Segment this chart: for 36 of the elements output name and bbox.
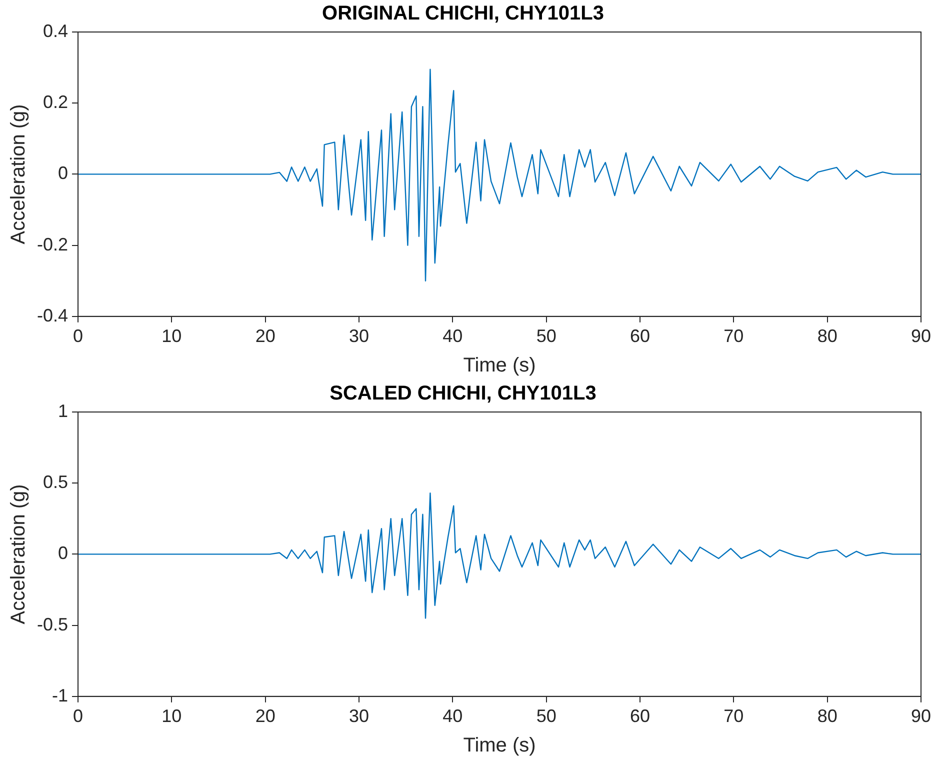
x-tick-label: 10 bbox=[162, 326, 182, 346]
y-tick-label: 0.4 bbox=[42, 20, 68, 41]
x-tick-label: 0 bbox=[73, 326, 84, 346]
y-axis-title: Acceleration (g) bbox=[8, 104, 30, 244]
y-tick-label: 0 bbox=[58, 543, 68, 564]
y-axis-title: Acceleration (g) bbox=[8, 484, 30, 624]
chart-title: ORIGINAL CHICHI, CHY101L3 bbox=[322, 2, 604, 25]
x-tick-label: 30 bbox=[348, 326, 370, 346]
y-tick-label: 1 bbox=[58, 400, 68, 421]
x-tick-label: 80 bbox=[817, 326, 838, 346]
x-tick-label: 10 bbox=[162, 706, 182, 726]
x-tick-label: 40 bbox=[442, 706, 463, 726]
x-tick-label: 20 bbox=[255, 326, 276, 346]
y-tick-label: 0 bbox=[58, 163, 68, 184]
x-axis-title: Time (s) bbox=[463, 734, 536, 757]
y-tick-label: 0.5 bbox=[42, 472, 68, 492]
x-tick-label: 40 bbox=[442, 326, 463, 346]
x-tick-label: 0 bbox=[73, 706, 84, 726]
x-tick-label: 50 bbox=[536, 326, 556, 346]
y-tick-label: -0.2 bbox=[36, 234, 68, 254]
x-tick-label: 90 bbox=[910, 326, 932, 346]
chart-title: SCALED CHICHI, CHY101L3 bbox=[330, 382, 596, 405]
x-tick-label: 20 bbox=[255, 706, 276, 726]
y-tick-label: -1 bbox=[52, 685, 68, 706]
x-tick-label: 80 bbox=[817, 706, 838, 726]
x-tick-label: 70 bbox=[724, 706, 744, 726]
x-tick-label: 70 bbox=[724, 326, 744, 346]
x-tick-label: 60 bbox=[630, 706, 650, 726]
y-tick-label: -0.4 bbox=[36, 305, 68, 326]
y-tick-label: -0.5 bbox=[36, 614, 68, 634]
x-tick-label: 30 bbox=[348, 706, 370, 726]
x-tick-label: 90 bbox=[910, 706, 932, 726]
x-tick-label: 60 bbox=[630, 326, 650, 346]
y-tick-label: 0.2 bbox=[42, 92, 68, 112]
x-tick-label: 50 bbox=[536, 706, 556, 726]
x-axis-title: Time (s) bbox=[463, 354, 536, 377]
